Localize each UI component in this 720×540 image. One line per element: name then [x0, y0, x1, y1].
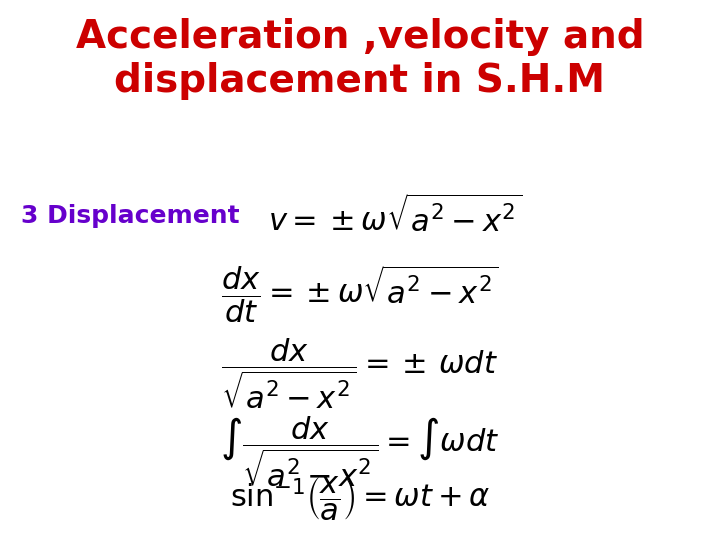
Text: $\dfrac{dx}{dt} = \pm\omega\sqrt{a^2 - x^2}$: $\dfrac{dx}{dt} = \pm\omega\sqrt{a^2 - x…: [221, 264, 499, 325]
Text: Acceleration ,velocity and
displacement in S.H.M: Acceleration ,velocity and displacement …: [76, 17, 644, 99]
Text: $\dfrac{dx}{\sqrt{a^2 - x^2}} = \pm\,\omega dt$: $\dfrac{dx}{\sqrt{a^2 - x^2}} = \pm\,\om…: [222, 337, 498, 413]
Text: 3 Displacement: 3 Displacement: [21, 204, 240, 228]
Text: $v = \pm\omega\sqrt{a^2 - x^2}$: $v = \pm\omega\sqrt{a^2 - x^2}$: [269, 195, 523, 238]
Text: $\int \dfrac{dx}{\sqrt{a^2 - x^2}} = \int \omega dt$: $\int \dfrac{dx}{\sqrt{a^2 - x^2}} = \in…: [220, 415, 500, 490]
Text: $\sin^{-1}\!\left(\dfrac{x}{a}\right) = \omega t + \alpha$: $\sin^{-1}\!\left(\dfrac{x}{a}\right) = …: [230, 475, 490, 523]
